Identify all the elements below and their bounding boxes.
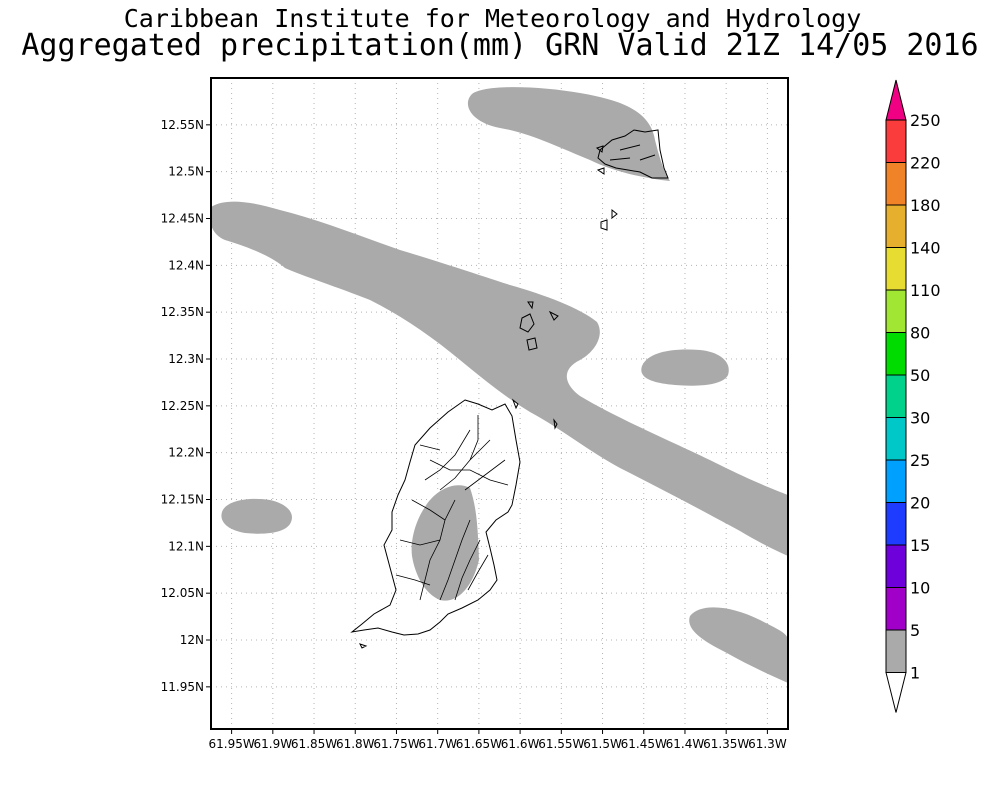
lon-tick-label: 61.85W bbox=[291, 737, 337, 751]
colorbar-swatch bbox=[885, 247, 907, 291]
colorbar-label: 110 bbox=[910, 281, 941, 300]
lat-tick-label: 12.25N bbox=[161, 399, 204, 413]
lat-tick-label: 12.05N bbox=[161, 586, 204, 600]
lon-tick-label: 61.8W bbox=[336, 737, 375, 751]
colorbar-label: 220 bbox=[910, 154, 941, 173]
colorbar-label: 25 bbox=[910, 451, 930, 470]
lon-tick-label: 61.75W bbox=[373, 737, 419, 751]
colorbar-swatch bbox=[885, 204, 907, 248]
lon-tick-label: 61.6W bbox=[501, 737, 540, 751]
lat-tick-label: 11.95N bbox=[161, 680, 204, 694]
lat-tick-label: 12.55N bbox=[161, 118, 204, 132]
rain-area-west bbox=[221, 498, 292, 534]
map-frame-border bbox=[210, 77, 789, 730]
colorbar-min-triangle bbox=[885, 672, 907, 713]
colorbar-swatch bbox=[885, 544, 907, 588]
longitude-axis-labels: 61.95W61.9W61.85W61.8W61.75W61.7W61.65W6… bbox=[208, 729, 787, 751]
lat-tick-label: 12.45N bbox=[161, 212, 204, 226]
colorbar-swatch bbox=[885, 459, 907, 503]
colorbar-swatch bbox=[885, 629, 907, 673]
lat-tick-label: 12.15N bbox=[161, 493, 204, 507]
colorbar-label: 10 bbox=[910, 579, 930, 598]
colorbar-label: 80 bbox=[910, 324, 930, 343]
colorbar-label: 180 bbox=[910, 196, 941, 215]
colorbar-label: 50 bbox=[910, 366, 930, 385]
colorbar-max-triangle bbox=[885, 79, 907, 121]
colorbar-swatch bbox=[885, 289, 907, 333]
colorbar-swatch bbox=[885, 332, 907, 376]
lon-tick-label: 61.5W bbox=[583, 737, 622, 751]
rain-area-southeast bbox=[689, 607, 788, 683]
rain-area-north bbox=[467, 87, 670, 181]
coastline-outlines bbox=[350, 129, 669, 649]
colorbar-swatch bbox=[885, 119, 907, 163]
lat-tick-label: 12.3N bbox=[168, 352, 204, 366]
lat-tick-label: 12.2N bbox=[168, 446, 204, 460]
colorbar-label: 20 bbox=[910, 494, 930, 513]
grenada-island-outline bbox=[350, 399, 521, 636]
lon-tick-label: 61.35W bbox=[703, 737, 749, 751]
grid-lines bbox=[211, 78, 788, 729]
lat-tick-label: 12N bbox=[180, 633, 204, 647]
precipitation-areas bbox=[211, 87, 788, 683]
colorbar-label: 140 bbox=[910, 239, 941, 258]
colorbar-label: 250 bbox=[910, 111, 941, 130]
colorbar-swatch bbox=[885, 587, 907, 631]
rain-band-main bbox=[211, 201, 788, 556]
chart-subtitle: Aggregated precipitation(mm) GRN Valid 2… bbox=[21, 28, 979, 63]
lon-tick-label: 61.7W bbox=[418, 737, 457, 751]
rain-area-grenada bbox=[411, 485, 479, 601]
lon-tick-label: 61.45W bbox=[621, 737, 667, 751]
lat-tick-label: 12.1N bbox=[168, 539, 204, 553]
lat-tick-label: 12.4N bbox=[168, 258, 204, 272]
lat-tick-label: 12.35N bbox=[161, 305, 204, 319]
chart-title: Caribbean Institute for Meteorology and … bbox=[123, 4, 862, 33]
small-islands bbox=[359, 145, 618, 649]
lon-tick-label: 61.65W bbox=[456, 737, 502, 751]
colorbar-swatch bbox=[885, 417, 907, 461]
rain-area-east bbox=[641, 349, 729, 386]
carriacou-outline bbox=[597, 129, 669, 179]
colorbar-label: 30 bbox=[910, 409, 930, 428]
lon-tick-label: 61.9W bbox=[254, 737, 293, 751]
lon-tick-label: 61.3W bbox=[748, 737, 787, 751]
colorbar-label: 1 bbox=[910, 664, 920, 683]
lon-tick-label: 61.95W bbox=[208, 737, 254, 751]
lon-tick-label: 61.4W bbox=[666, 737, 705, 751]
colorbar-swatch bbox=[885, 162, 907, 206]
colorbar-swatch bbox=[885, 374, 907, 418]
grenada-parish-lines bbox=[395, 415, 509, 601]
lat-tick-label: 12.5N bbox=[168, 165, 204, 179]
latitude-axis-labels: 12.55N 12.5N 12.45N 12.4N 12.35N 12.3N 12.25N 1… bbox=[161, 118, 211, 694]
lon-tick-label: 61.55W bbox=[538, 737, 584, 751]
colorbar-label: 15 bbox=[910, 536, 930, 555]
colorbar-label: 5 bbox=[910, 621, 920, 640]
colorbar-swatch bbox=[885, 502, 907, 546]
